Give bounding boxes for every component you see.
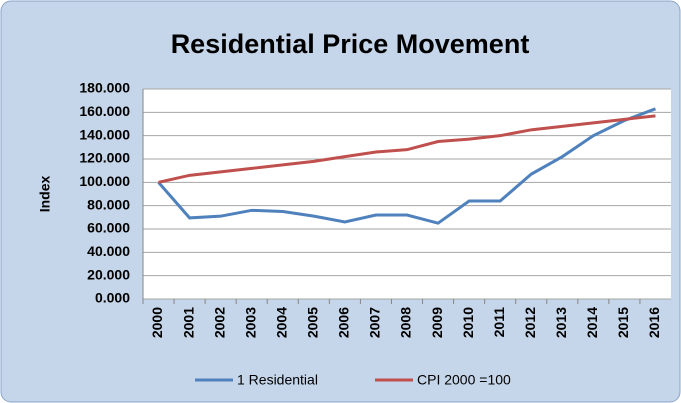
y-tick-label: 180.000 — [79, 80, 130, 96]
y-tick-label: 20.000 — [87, 266, 130, 282]
y-tick-label: 120.000 — [79, 150, 130, 166]
x-tick-label: 2005 — [305, 307, 321, 338]
chart-title: Residential Price Movement — [171, 29, 530, 59]
x-tick-label: 2006 — [336, 307, 352, 338]
x-tick-label: 2016 — [646, 307, 662, 338]
x-tick-label: 2001 — [180, 307, 196, 338]
series-line — [158, 114, 656, 184]
y-tick-label: 0.000 — [95, 290, 130, 306]
x-tick-label: 2015 — [615, 307, 631, 338]
y-tick-label: 140.000 — [79, 126, 130, 142]
x-tick-label: 2012 — [522, 307, 538, 338]
x-tick-label: 2007 — [367, 307, 383, 338]
x-tick-label: 2013 — [553, 307, 569, 338]
y-tick-label: 80.000 — [87, 196, 130, 212]
y-tick-label: 160.000 — [79, 103, 130, 119]
x-tick-label: 2010 — [460, 307, 476, 338]
x-tick-label: 2004 — [273, 307, 289, 338]
legend-label: CPI 2000 =100 — [417, 372, 511, 388]
y-axis-label: Index — [37, 176, 53, 213]
plot-area — [143, 89, 671, 299]
y-tick-label: 40.000 — [87, 243, 130, 259]
x-tick-label: 2002 — [211, 307, 227, 338]
x-tick-label: 2009 — [429, 307, 445, 338]
x-tick-label: 2000 — [149, 307, 165, 338]
x-tick-label: 2011 — [491, 307, 507, 338]
y-tick-label: 60.000 — [87, 220, 130, 236]
series-line — [157, 107, 656, 225]
x-tick-label: 2008 — [398, 307, 414, 338]
legend-label: 1 Residential — [237, 372, 318, 388]
x-tick-label: 2003 — [242, 307, 258, 338]
y-tick-label: 100.000 — [79, 173, 130, 189]
x-tick-label: 2014 — [584, 307, 600, 338]
